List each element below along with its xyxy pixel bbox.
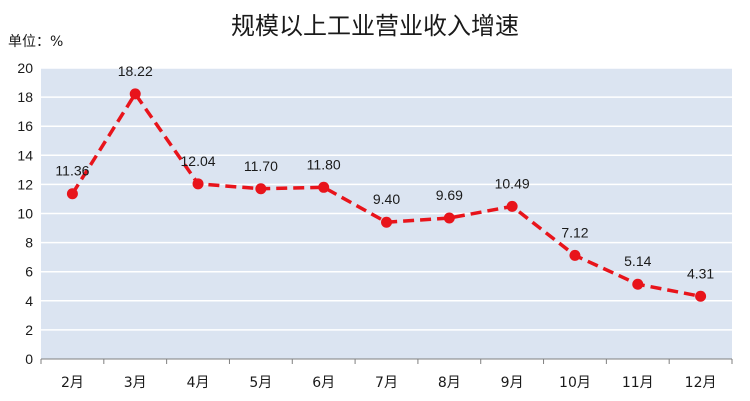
x-tick-label: 5月 [249,375,272,391]
y-tick-label: 14 [17,147,33,163]
data-point [192,178,204,190]
y-tick-label: 2 [25,322,33,338]
data-point [66,188,78,200]
data-label: 7.12 [561,224,588,240]
x-tick-label: 3月 [124,375,147,391]
x-tick-label: 7月 [375,375,398,391]
data-label: 4.31 [687,265,714,281]
data-point [255,183,267,195]
data-label: 9.69 [436,187,463,203]
x-tick-label: 6月 [312,375,335,391]
x-tick-label: 4月 [187,375,210,391]
data-point [506,200,518,212]
data-label: 10.49 [495,175,530,191]
y-tick-label: 10 [17,206,33,222]
data-point [443,212,455,224]
y-tick-label: 0 [25,351,33,367]
x-tick-label: 8月 [438,375,461,391]
data-point [695,290,707,302]
y-tick-label: 4 [25,293,33,309]
data-label: 12.04 [181,153,216,169]
x-tick-label: 10月 [559,375,591,391]
data-label: 11.70 [244,158,278,174]
data-label: 9.40 [373,191,400,207]
plot-area: 0 2 4 6 8 10 12 14 16 18 20 2月 3月 4月 5月 6月 7月 8月 9月 10月 11月 1… [17,60,733,391]
data-point [381,216,392,228]
y-tick-label: 12 [17,176,33,192]
data-point [129,88,141,100]
data-label: 11.80 [307,156,341,172]
x-tick-label: 9月 [501,375,524,391]
y-tick-label: 20 [17,60,33,76]
data-point [632,278,644,290]
unit-label: 单位：% [8,34,63,50]
x-tick-label: 11月 [622,375,654,391]
y-tick-label: 6 [25,264,33,280]
chart-title: 规模以上工业营业收入增速 [231,12,519,40]
data-label: 18.22 [118,63,153,79]
y-tick-label: 18 [17,89,33,105]
data-label: 11.36 [55,163,89,179]
data-label: 5.14 [624,253,651,269]
y-tick-label: 16 [17,118,33,134]
x-tick-label: 12月 [685,375,717,391]
x-tick-label: 2月 [61,375,84,391]
y-tick-label: 8 [25,235,33,251]
data-point [318,181,330,193]
data-point [569,249,581,261]
